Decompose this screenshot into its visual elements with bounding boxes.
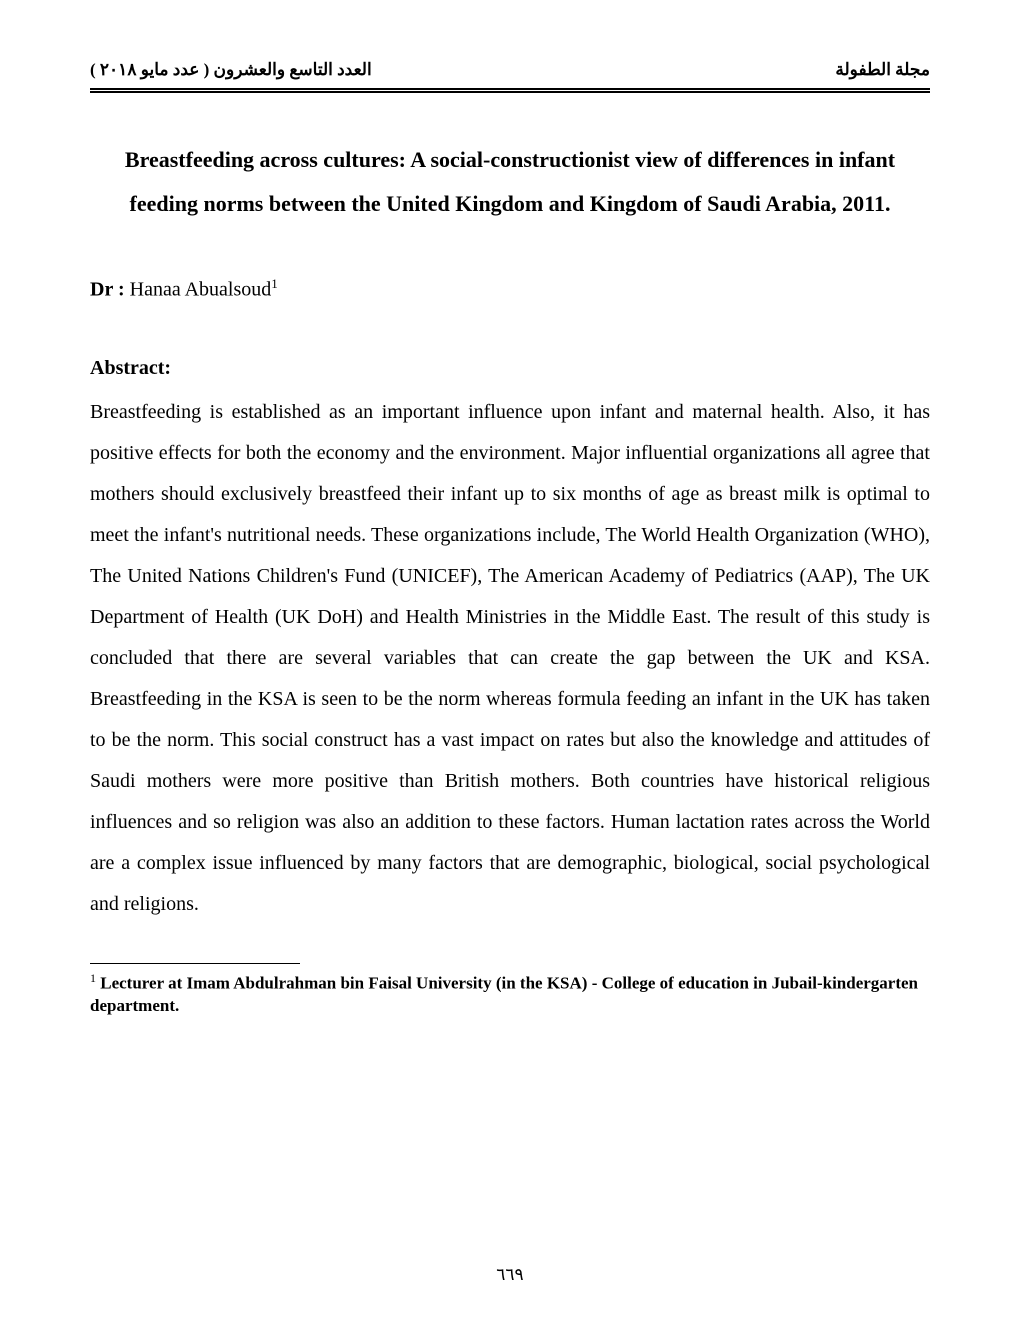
article-title: Breastfeeding across cultures: A social-…	[90, 138, 930, 226]
footnote: 1 Lecturer at Imam Abdulrahman bin Faisa…	[90, 970, 930, 1019]
abstract-body: Breastfeeding is established as an impor…	[90, 392, 930, 925]
author-name: Hanaa Abualsoud	[130, 279, 272, 301]
footnote-rule	[90, 963, 300, 964]
author-footnote-marker: 1	[271, 276, 278, 291]
header-rule	[90, 88, 930, 93]
abstract-heading: Abstract:	[90, 357, 930, 380]
author-prefix: Dr :	[90, 279, 130, 301]
issue-info: العدد التاسع والعشرون ( عدد مايو ٢٠١٨ )	[90, 60, 372, 80]
journal-name: مجلة الطفولة	[835, 60, 930, 80]
page-number: ٦٦٩	[0, 1265, 1020, 1285]
footnote-text: Lecturer at Imam Abdulrahman bin Faisal …	[90, 973, 918, 1015]
page-header: مجلة الطفولة العدد التاسع والعشرون ( عدد…	[90, 60, 930, 88]
author-line: Dr : Hanaa Abualsoud1	[90, 276, 930, 302]
